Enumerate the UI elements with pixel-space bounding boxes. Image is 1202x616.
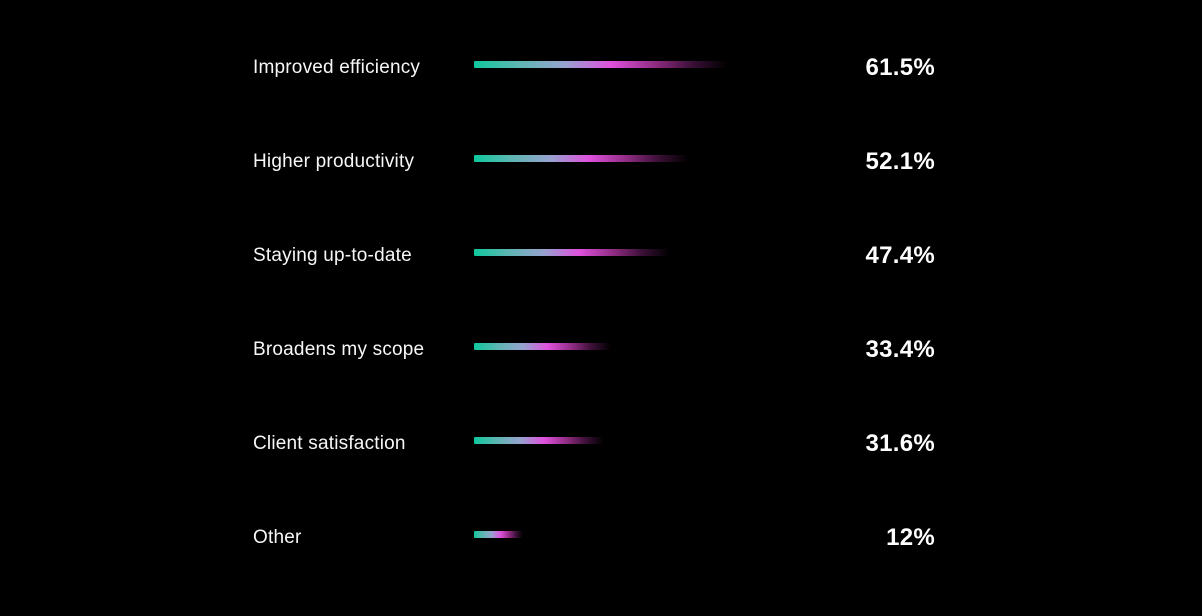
bar [474,248,669,256]
bar [474,342,611,350]
chart-row: Broadens my scope 33.4% [0,303,1202,397]
category-label: Staying up-to-date [253,245,412,266]
category-label: Other [253,527,302,548]
bar [474,530,523,538]
value-label: 61.5% [865,54,935,81]
category-label: Broadens my scope [253,339,425,360]
chart-row: Staying up-to-date 47.4% [0,209,1202,303]
bar-track [474,248,745,256]
value-label: 12% [886,524,935,551]
bar [474,154,688,162]
value-label: 31.6% [865,430,935,457]
category-label: Improved efficiency [253,57,421,78]
category-label: Higher productivity [253,151,415,172]
bar-track [474,60,745,68]
bar-track [474,342,745,350]
value-label: 33.4% [865,336,935,363]
value-label: 47.4% [865,242,935,269]
bar [474,60,727,68]
value-label: 52.1% [865,148,935,175]
chart-row: Other 12% [0,491,1202,585]
chart-rows: Improved efficiency 61.5% Higher productiv… [0,21,1202,585]
chart-row: Higher productivity 52.1% [0,115,1202,209]
bar [474,436,604,444]
bar-track [474,530,745,538]
category-label: Client satisfaction [253,433,406,454]
bar-track [474,436,745,444]
chart-row: Improved efficiency 61.5% [0,21,1202,115]
chart-row: Client satisfaction 31.6% [0,397,1202,491]
bar-track [474,154,745,162]
